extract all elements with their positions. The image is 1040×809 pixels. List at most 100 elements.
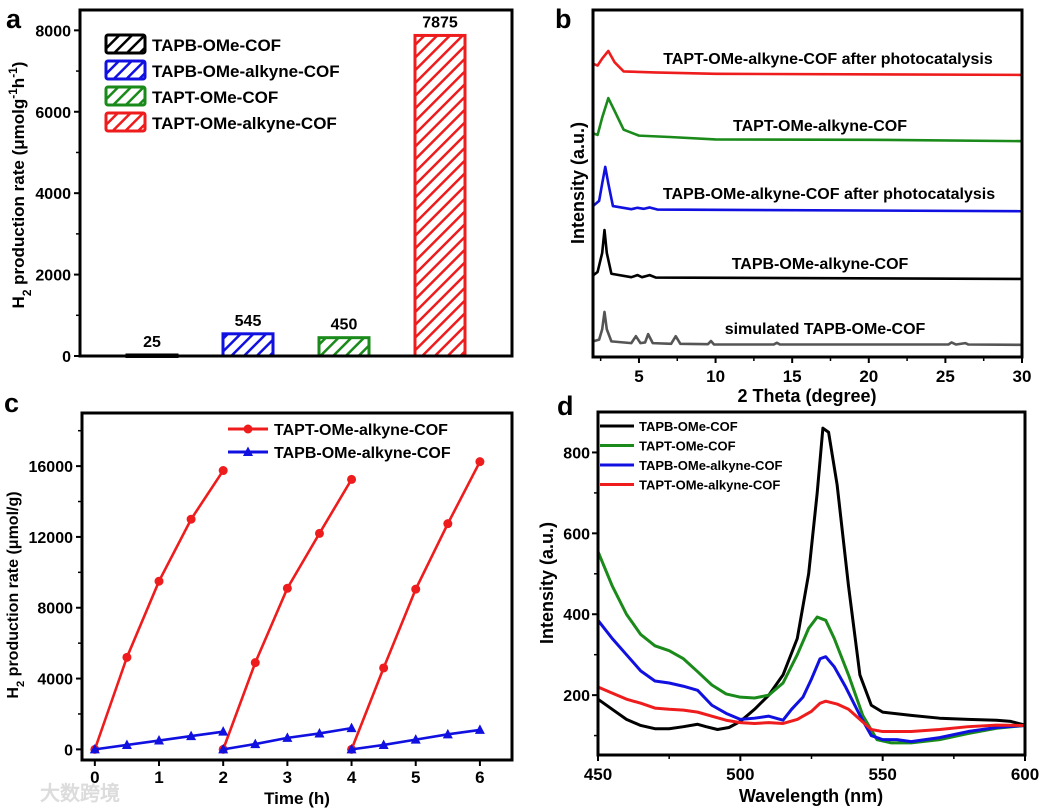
- y-axis-label: Intensity (a.u.): [568, 122, 588, 244]
- panel-d-pl-chart: 450 500 550 600 200 400 600 800 TAPB-OMe-COF TAPT…: [537, 410, 1039, 806]
- axes-frame: [591, 8, 1024, 359]
- x-tick-label: 4: [347, 768, 357, 787]
- series-line: [592, 165, 1023, 213]
- data-point-circle: [250, 658, 260, 668]
- x-tick-label: 30: [1013, 367, 1032, 386]
- y-tick-label: 6000: [35, 105, 71, 122]
- legend-label: TAPT-OMe-COF: [152, 88, 278, 107]
- data-point-circle: [154, 576, 164, 586]
- x-tick-label: 450: [584, 765, 612, 784]
- data-point-circle: [475, 457, 485, 467]
- panel-a-bar-chart: 25 545 450 7875 0 2000 4000 6000 8000 TAPB-OMe-CO…: [6, 8, 514, 366]
- bar-value-label: 450: [331, 317, 358, 334]
- data-point-circle: [243, 424, 253, 434]
- axis-label-part: H: [5, 687, 22, 699]
- x-tick-label: 2: [218, 768, 227, 787]
- axis-label-part: 2: [20, 289, 34, 296]
- x-tick-label: 3: [283, 768, 292, 787]
- data-point-triangle: [243, 446, 253, 456]
- data-point-circle: [443, 519, 453, 529]
- x-tick-label: 0: [90, 768, 99, 787]
- x-tick-label: 600: [1011, 765, 1039, 784]
- series-line: [597, 685, 1026, 734]
- y-tick-label: 8000: [37, 601, 73, 618]
- series-line: [596, 550, 1026, 745]
- data-point-triangle: [474, 724, 485, 734]
- series-label: TAPB-OMe-alkyne-COF: [732, 256, 909, 273]
- y-tick-label: 4000: [35, 186, 71, 203]
- axes-frame: [78, 8, 514, 358]
- axis-label-part: 2: [15, 681, 27, 687]
- y-tick-label: 12000: [29, 530, 74, 547]
- panel-letter-c: c: [4, 388, 19, 418]
- x-axis-label: Wavelength (nm): [739, 786, 883, 806]
- panel-letter-b: b: [555, 4, 572, 34]
- data-point-triangle: [346, 743, 357, 754]
- y-tick-label: 0: [62, 349, 71, 366]
- series-line: [597, 426, 1026, 732]
- x-tick-label: 20: [859, 367, 878, 386]
- data-point-triangle: [218, 726, 229, 736]
- panel-letter-a: a: [6, 4, 22, 34]
- legend-label: TAPB-OMe-alkyne-COF: [639, 458, 783, 473]
- data-point-triangle: [89, 743, 100, 754]
- legend-label: TAPB-OMe-COF: [152, 36, 281, 55]
- watermark: 大数跨境: [40, 781, 120, 805]
- legend-label: TAPT-OMe-alkyne-COF: [274, 422, 448, 439]
- y-tick-label: 600: [563, 526, 590, 543]
- y-tick-label: 800: [563, 445, 590, 462]
- data-point-triangle: [442, 728, 453, 739]
- x-tick-label: 15: [783, 367, 802, 386]
- bar-value-label: 25: [143, 334, 161, 351]
- axis-label-part: production rate (μmol/g): [5, 491, 22, 680]
- data-point-circle: [379, 663, 389, 673]
- data-point-triangle: [250, 738, 261, 749]
- data-point-triangle: [410, 734, 421, 744]
- x-axis-label: Time (h): [264, 789, 330, 808]
- y-tick-label: 8000: [35, 23, 71, 40]
- axis-label-part: -1: [6, 88, 20, 99]
- data-point-circle: [218, 466, 228, 476]
- series-line: [592, 49, 1023, 77]
- bar-value-label: 7875: [422, 14, 458, 31]
- legend-swatch: [104, 85, 147, 107]
- data-point-circle: [347, 474, 357, 484]
- series-line: [592, 96, 1023, 143]
- bar: [413, 33, 467, 358]
- legend-swatch: [104, 59, 147, 81]
- axis-label-part: -1: [6, 67, 20, 78]
- series-line: [592, 310, 1023, 347]
- data-point-triangle: [346, 722, 357, 733]
- axis-label-part: ): [9, 62, 28, 68]
- data-point-triangle: [282, 732, 293, 742]
- bar-value-label: 545: [235, 313, 262, 330]
- data-point-circle: [282, 583, 292, 593]
- legend-swatch: [104, 111, 147, 133]
- series-label: simulated TAPB-OMe-COF: [725, 321, 926, 338]
- data-point-triangle: [218, 743, 229, 754]
- bar: [221, 332, 275, 358]
- y-tick-label: 200: [563, 688, 590, 705]
- x-tick-label: 25: [936, 367, 955, 386]
- series-line: [592, 228, 1023, 281]
- data-point-circle: [122, 652, 132, 662]
- y-tick-label: 16000: [29, 459, 74, 476]
- data-point-triangle: [186, 730, 197, 741]
- x-tick-label: 500: [726, 765, 754, 784]
- series-label: TAPT-OMe-alkyne-COF: [733, 118, 907, 135]
- axes-frame: [80, 411, 514, 762]
- series-line: [221, 478, 353, 750]
- series-label: TAPB-OMe-alkyne-COF after photocatalysis: [663, 186, 995, 203]
- y-axis-label: H2 production rate (μmolg-1h-1): [6, 62, 34, 309]
- y-tick-label: 0: [64, 742, 73, 759]
- legend-label: TAPB-OMe-COF: [639, 419, 738, 434]
- series-line: [596, 619, 1026, 744]
- legend-label: TAPB-OMe-alkyne-COF: [274, 445, 451, 462]
- series-line: [350, 461, 482, 750]
- data-point-triangle: [378, 739, 389, 749]
- data-point-triangle: [154, 735, 165, 745]
- legend-label: TAPT-OMe-alkyne-COF: [152, 114, 337, 133]
- legend-label: TAPB-OMe-alkyne-COF: [152, 62, 340, 81]
- axis-label-part: production rate (μmolg: [9, 99, 28, 290]
